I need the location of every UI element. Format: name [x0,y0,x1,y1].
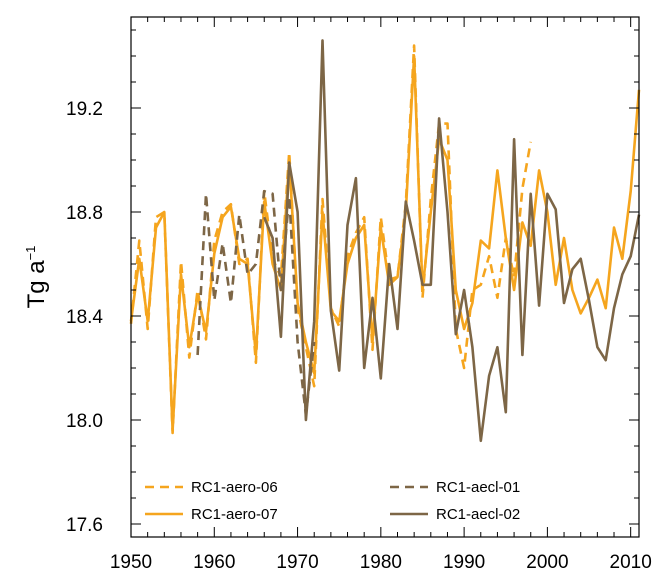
tick-labels: 1950 1960 1970 1980 1990 2000 2010 17.6 18.0 18.4… [66,99,652,573]
y-tick-label: 18.4 [66,307,103,328]
series-line-RC1-aero-06 [129,44,532,435]
legend-label: RC1-aero-06 [191,479,278,496]
x-tick-label: 1990 [443,552,485,573]
y-tick-label: 18.0 [66,411,103,432]
x-tick-label: 1950 [110,552,152,573]
y-axis-label-superscript: −1 [23,246,38,261]
plot-frame [130,16,640,538]
y-axis-label: Tg a−1 [23,246,50,309]
x-tick-label: 2010 [610,552,652,573]
series-line-RC1-aecl-02 [262,39,641,443]
y-tick-label: 18.8 [66,203,103,224]
y-axis-label-text: Tg a [23,260,50,309]
series-line-RC1-aecl-01 [196,189,316,417]
y-tick-label: 19.2 [66,99,103,120]
y-tick-label: 17.6 [66,515,103,536]
legend-label: RC1-aecl-02 [436,506,520,523]
x-tick-label: 2000 [526,552,568,573]
legend-label: RC1-aero-07 [191,506,278,523]
axis-ticks [130,17,639,537]
plot-lines [129,39,641,443]
x-tick-label: 1960 [193,552,235,573]
x-tick-label: 1970 [276,552,318,573]
series-line-RC1-aero-07 [129,54,641,432]
legend: RC1-aero-06 RC1-aero-07 RC1-aecl-01 RC1-aec… [145,479,520,523]
legend-label: RC1-aecl-01 [436,479,520,496]
x-tick-label: 1980 [360,552,402,573]
